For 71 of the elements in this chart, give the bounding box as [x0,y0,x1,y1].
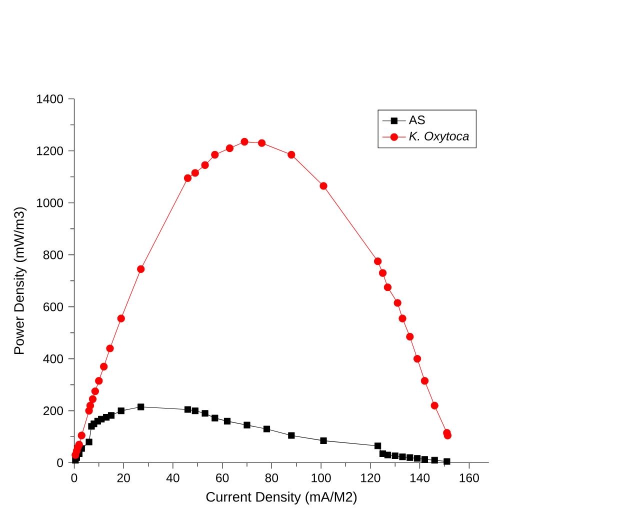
point [394,298,402,307]
x-axis-title: Current Density (mA/M2) [206,491,357,504]
point [320,437,327,444]
point [288,432,295,439]
y-tick-label: 1400 [36,94,64,104]
point [212,414,218,422]
point [184,406,192,413]
point [192,407,198,414]
y-tick-label: 1000 [36,198,64,208]
legend-label: K. Oxytoca [409,132,469,143]
point [263,426,270,432]
point [201,161,209,169]
point [421,456,428,463]
point [374,442,382,450]
x-tick-label: 40 [166,473,180,482]
x-tick-label: 60 [216,473,229,482]
point [244,422,250,428]
point [91,387,100,395]
point [86,438,92,446]
x-tick-label: 120 [361,473,380,482]
x-tick-label: 0 [71,473,78,482]
y-tick-label: 600 [44,302,64,312]
point [138,403,144,410]
point [117,314,125,322]
point [211,150,219,158]
x-tick-label: 160 [460,473,479,482]
x-tick-label: 100 [312,473,331,482]
point [384,452,391,458]
point [420,376,429,385]
point [399,453,406,460]
point [137,265,145,273]
y-tick-label: 800 [43,250,64,260]
point [78,431,86,440]
point [414,454,421,462]
point [106,344,114,352]
x-tick-label: 20 [117,473,130,482]
y-tick-label: 0 [57,458,64,467]
point [118,407,124,414]
point [444,458,450,465]
point [431,456,438,464]
legend-label: AS [408,115,425,124]
point [240,138,248,146]
point [413,354,422,362]
point [406,332,414,340]
x-tick-label: 140 [410,473,430,482]
point [374,257,382,265]
point [288,150,296,158]
point [398,314,406,322]
point [100,362,108,370]
point [320,182,328,190]
point [108,412,115,419]
y-axis-title: Power Density (mW/m3) [14,207,27,354]
y-tick-label: 1200 [36,146,64,156]
point [95,376,103,385]
point [226,144,234,152]
point [191,168,199,177]
y-tick-label: 400 [43,354,64,364]
point [392,452,398,459]
point [184,174,192,182]
point [430,402,438,410]
point [258,139,266,147]
point [384,283,392,291]
point [406,454,414,461]
point [378,269,387,277]
point [202,410,208,417]
x-tick-label: 80 [265,473,278,482]
point [224,418,231,424]
point [88,395,97,403]
y-tick-label: 200 [44,406,64,416]
point [75,440,83,448]
point [86,402,94,410]
